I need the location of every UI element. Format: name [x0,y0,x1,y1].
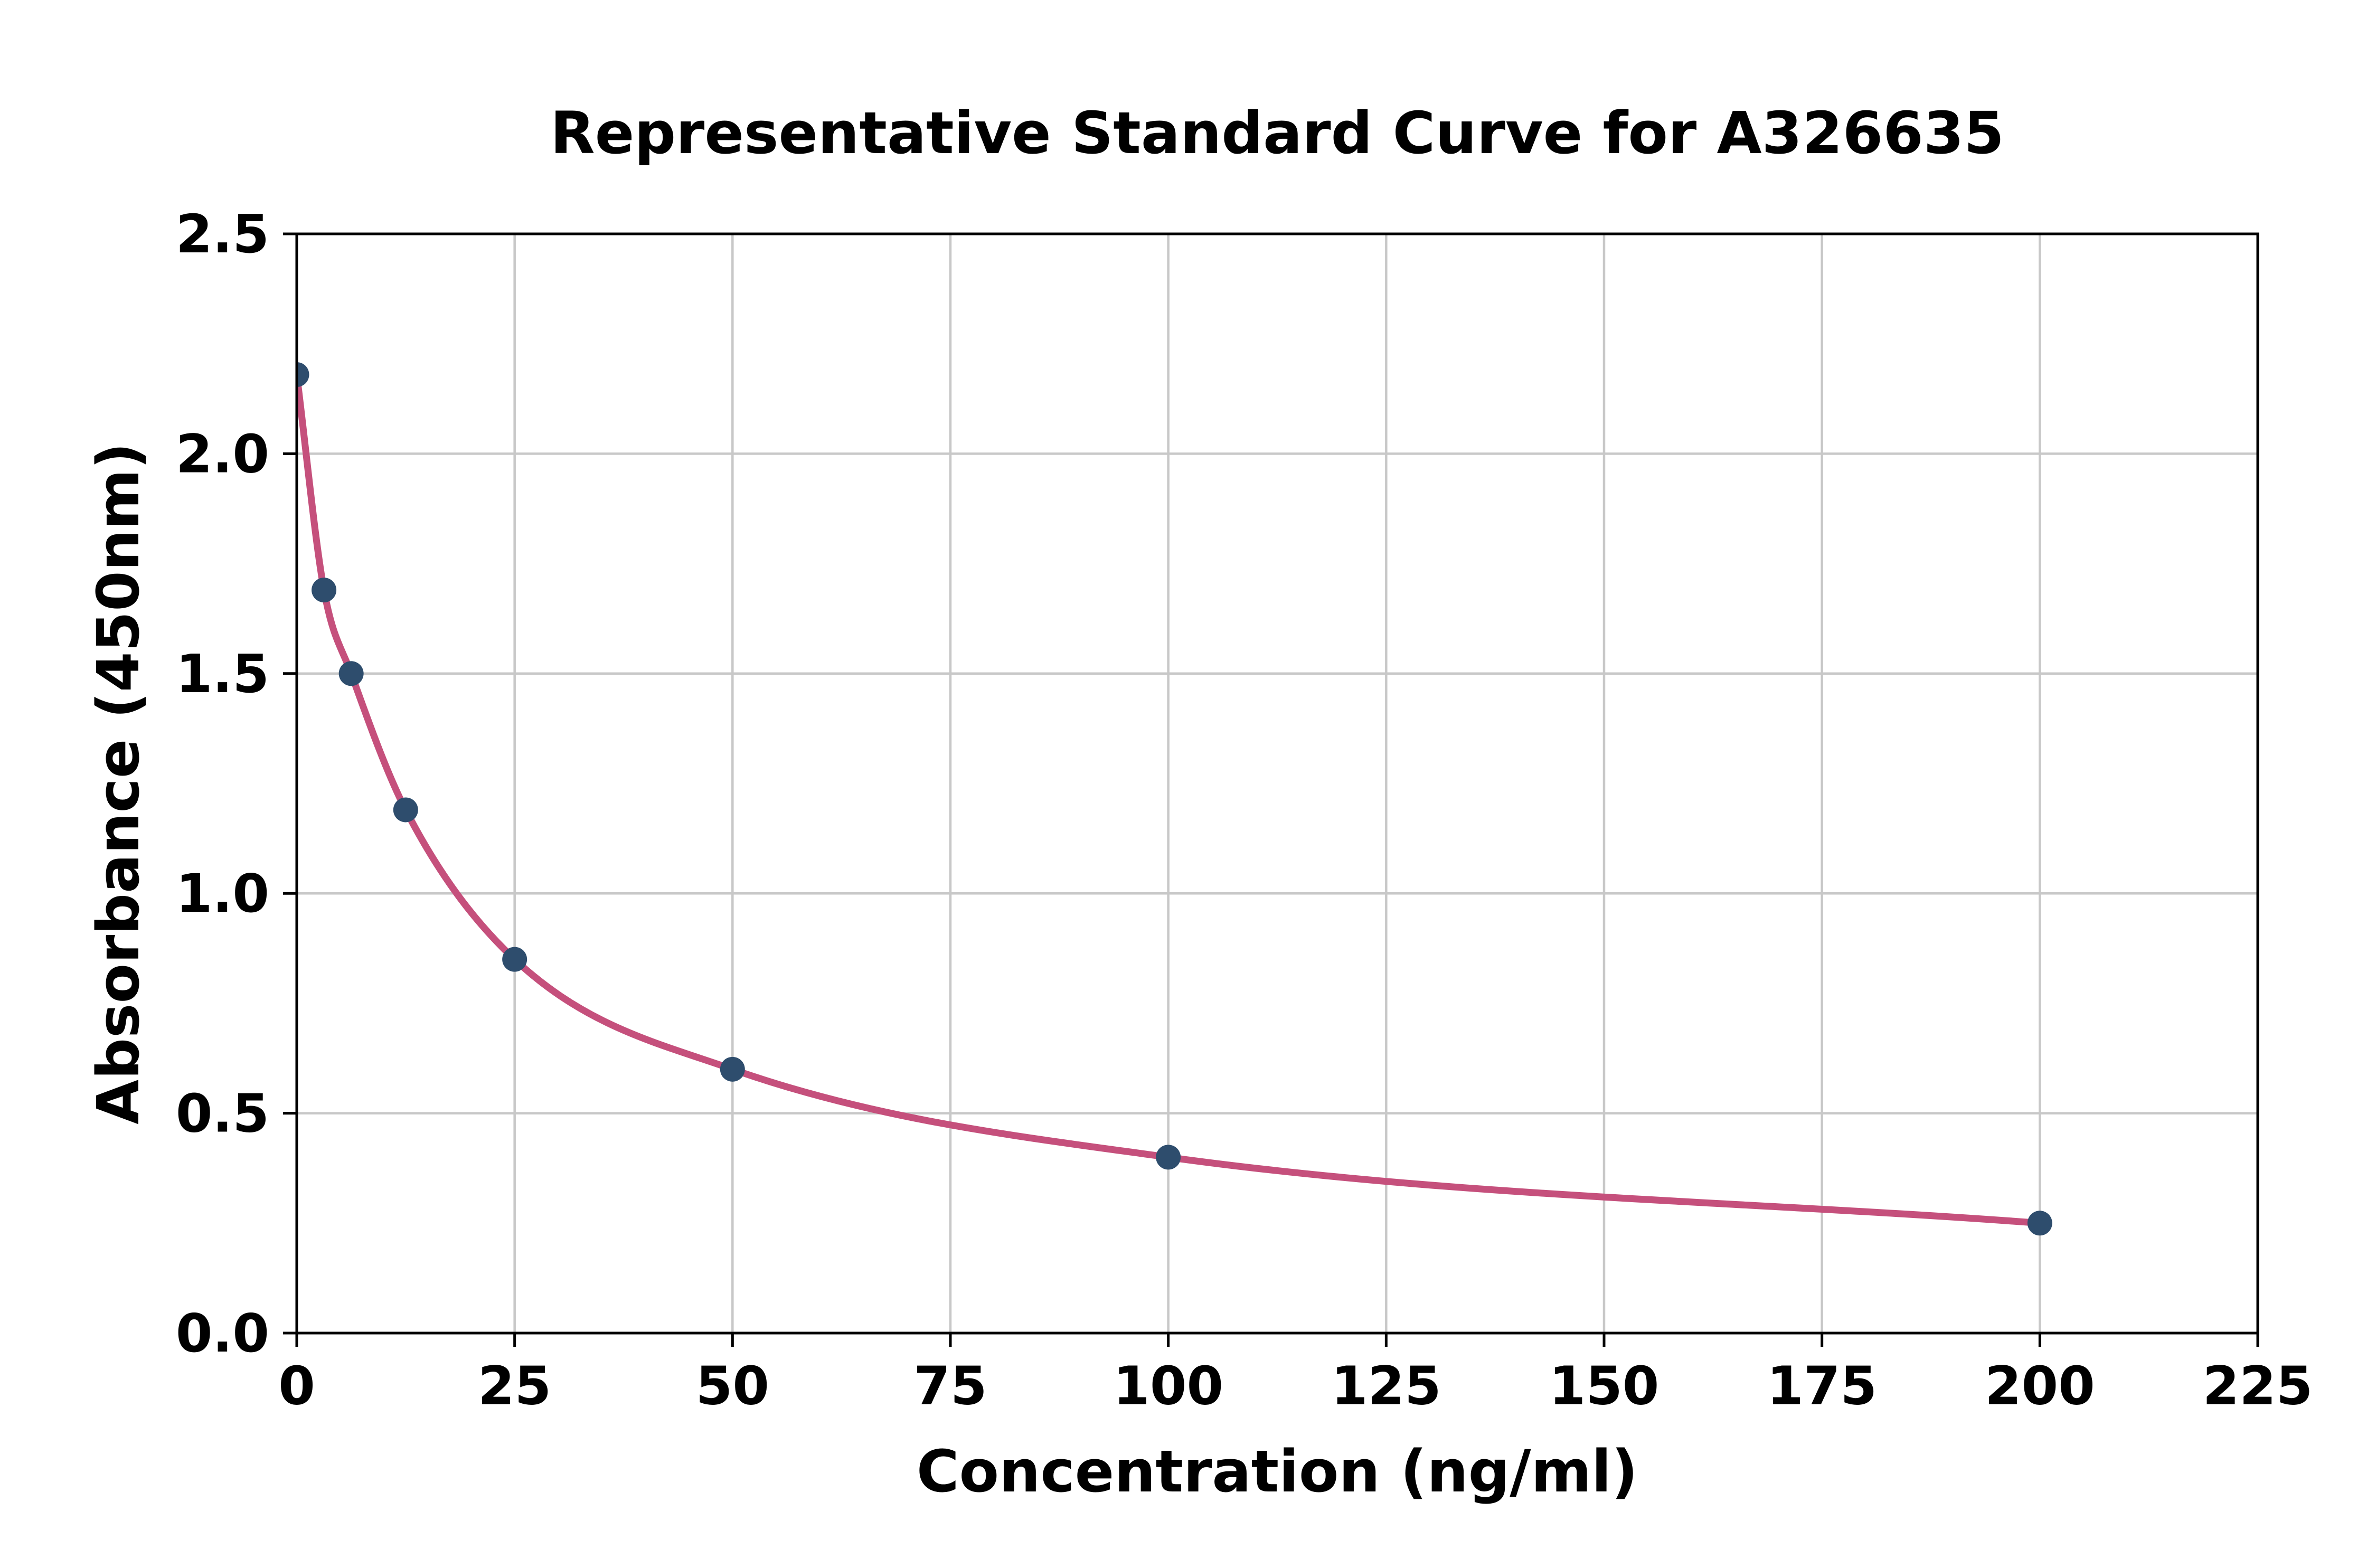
data-point [2027,1211,2052,1236]
data-point [393,797,418,823]
y-tick-label: 2.0 [176,423,269,485]
y-tick-label: 0.0 [176,1302,269,1364]
chart-title: Representative Standard Curve for A32663… [550,99,2004,167]
gridlines [297,234,2258,1333]
y-axis-ticks: 0.0 0.5 1.0 1.5 2.0 2.5 [176,203,297,1364]
y-tick-label: 1.0 [176,863,269,924]
x-axis-ticks: 0 25 50 75 100 125 150 175 200 225 [278,1333,2313,1416]
x-tick-label: 225 [2203,1355,2313,1416]
data-point [338,661,364,686]
data-point [502,947,527,972]
x-tick-label: 25 [478,1355,551,1416]
y-tick-label: 1.5 [176,643,269,705]
x-tick-label: 150 [1549,1355,1660,1416]
x-tick-label: 200 [1985,1355,2095,1416]
y-tick-label: 0.5 [176,1083,269,1145]
x-axis-label: Concentration (ng/ml) [917,1438,1638,1505]
data-point [312,578,337,603]
plot-border [295,232,2259,1335]
fit-curve [297,371,2043,1227]
data-point [297,362,309,387]
y-axis-label: Absorbance (450nm) [84,442,152,1125]
data-points [297,362,2052,1236]
y-tick-label: 2.5 [176,203,269,265]
x-tick-label: 75 [913,1355,987,1416]
data-point [720,1056,745,1082]
data-point [1156,1145,1181,1170]
x-tick-label: 100 [1113,1355,1223,1416]
x-tick-label: 50 [696,1355,769,1416]
x-tick-label: 0 [278,1355,315,1416]
x-tick-label: 175 [1767,1355,1877,1416]
x-tick-label: 125 [1331,1355,1441,1416]
